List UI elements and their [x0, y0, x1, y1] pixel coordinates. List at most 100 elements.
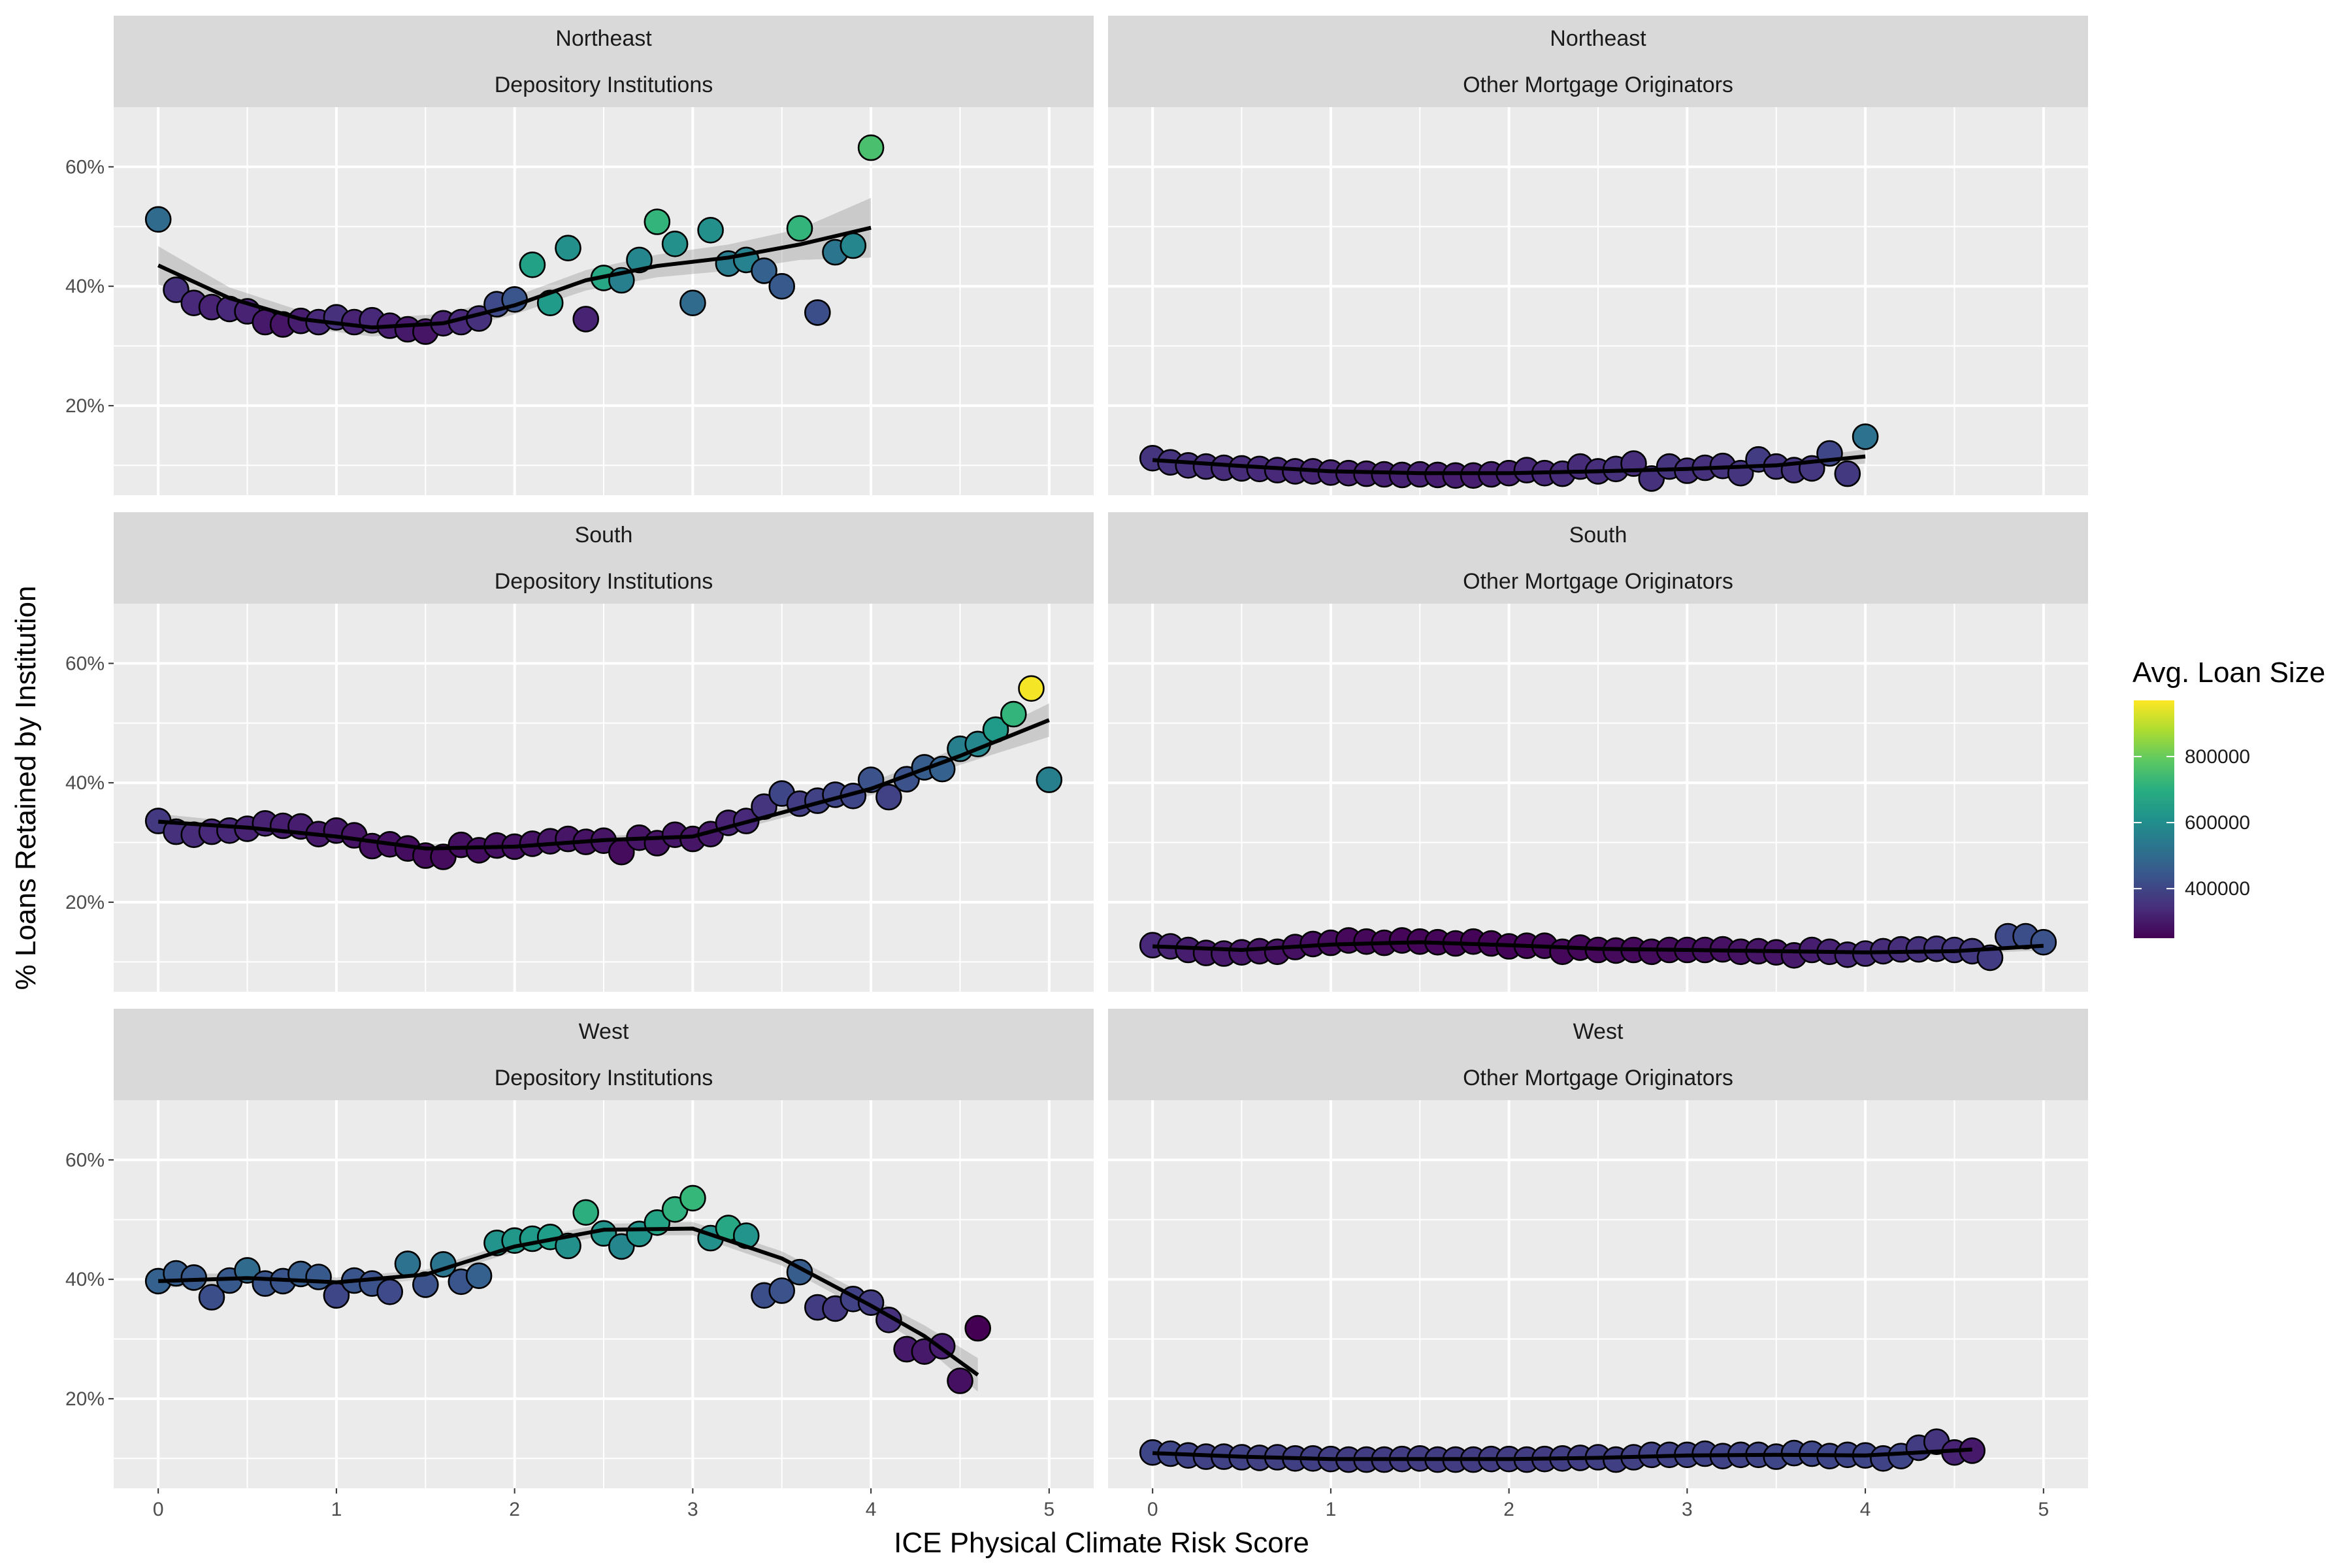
- data-point: [947, 1367, 973, 1394]
- y-axis-title: % Loans Retained by Institution: [10, 586, 42, 990]
- data-point: [626, 246, 653, 274]
- facet-panel-northeast-depository: Northeast Depository Institutions 20% 40% 60…: [65, 16, 1094, 495]
- smooth-fit-line: [1152, 454, 1866, 476]
- facet-panels: Northeast Depository Institutions 20% 40% 60…: [65, 16, 2088, 1520]
- x-tick-label: 2: [509, 1499, 520, 1520]
- strip-region-label: West: [579, 1019, 629, 1044]
- strip-institution-label: Depository Institutions: [495, 569, 713, 594]
- x-tick-label: 5: [1043, 1499, 1054, 1520]
- legend-tick-label: 600000: [2185, 812, 2250, 834]
- data-point: [964, 1315, 991, 1342]
- data-point: [768, 272, 795, 300]
- legend-tick-label: 800000: [2185, 746, 2250, 768]
- legend-tick-label: 400000: [2185, 878, 2250, 900]
- y-tick-label: 20%: [65, 1388, 105, 1410]
- smooth-fit-line: [158, 718, 1050, 851]
- data-point: [572, 1199, 600, 1226]
- facet-panel-south-other: South Other Mortgage Originators: [1108, 512, 2088, 992]
- data-point: [1852, 423, 1879, 450]
- data-point: [857, 134, 885, 161]
- color-legend: Avg. Loan Size 400000 600000 800000: [2132, 657, 2325, 938]
- facet-panel-west-depository: West Depository Institutions 20% 40% 60% 0 1 2 3…: [65, 1009, 1094, 1520]
- smooth-fit-line: [157, 225, 872, 330]
- strip-region-label: Northeast: [1550, 26, 1646, 51]
- y-tick-label: 40%: [65, 276, 105, 297]
- data-point: [519, 251, 546, 278]
- x-tick-label: 4: [1860, 1499, 1871, 1520]
- strip-region-label: West: [1573, 1019, 1624, 1044]
- data-point: [697, 216, 724, 244]
- legend-colorbar: [2134, 700, 2174, 938]
- legend-ticks: 400000 600000 800000: [2134, 746, 2250, 900]
- data-point: [198, 1284, 225, 1311]
- x-tick-label: 4: [866, 1499, 877, 1520]
- facet-panel-northeast-other: Northeast Other Mortgage Originators: [1108, 16, 2088, 495]
- data-point: [875, 783, 902, 811]
- x-tick-label: 1: [1326, 1499, 1337, 1520]
- major-gridlines: [1108, 107, 2088, 495]
- facet-strip: [114, 1009, 1094, 1100]
- major-gridlines: [114, 604, 1094, 992]
- facet-strip: [114, 16, 1094, 107]
- y-tick-label: 60%: [65, 653, 105, 674]
- x-tick-label: 3: [687, 1499, 698, 1520]
- strip-institution-label: Depository Institutions: [495, 73, 713, 97]
- strip-institution-label: Other Mortgage Originators: [1463, 73, 1733, 97]
- x-tick-label: 5: [2038, 1499, 2049, 1520]
- data-point: [751, 257, 777, 284]
- strip-region-label: Northeast: [555, 26, 652, 51]
- data-point: [661, 230, 689, 257]
- data-point: [555, 1232, 581, 1260]
- data-point: [394, 1250, 421, 1277]
- data-point: [180, 1264, 208, 1291]
- data-point: [465, 1262, 493, 1289]
- data-point: [679, 1184, 706, 1212]
- y-tick-label: 20%: [65, 892, 105, 913]
- x-tick-label: 0: [153, 1499, 164, 1520]
- data-point: [1000, 700, 1027, 728]
- facet-strip: [1108, 1009, 2088, 1100]
- data-point: [1018, 675, 1045, 702]
- data-point: [144, 206, 172, 233]
- y-tick-label: 60%: [65, 1149, 105, 1171]
- facet-strip: [1108, 16, 2088, 107]
- smooth-fit-line: [1152, 1447, 1972, 1462]
- facet-strip: [1108, 512, 2088, 604]
- scatter-points: [144, 1184, 991, 1394]
- data-point: [804, 299, 831, 326]
- y-tick-label: 60%: [65, 156, 105, 178]
- facet-panel-west-other: West Other Mortgage Originators 0 1 2 3 4 5: [1108, 1009, 2088, 1520]
- y-tick-label: 40%: [65, 1269, 105, 1290]
- data-point: [786, 215, 813, 242]
- strip-institution-label: Depository Institutions: [495, 1066, 713, 1090]
- data-point: [555, 235, 581, 262]
- data-point: [163, 276, 189, 303]
- data-point: [1834, 460, 1861, 487]
- strip-region-label: South: [575, 523, 633, 547]
- facet-strip: [114, 512, 1094, 604]
- data-point: [376, 1279, 404, 1305]
- data-point: [840, 232, 867, 259]
- y-tick-label: 20%: [65, 395, 105, 417]
- major-gridlines: [1108, 604, 2088, 992]
- minor-gridlines: [1108, 604, 2088, 992]
- x-tick-label: 3: [1682, 1499, 1693, 1520]
- smooth-fit-line: [1152, 940, 2044, 955]
- data-point: [305, 1264, 332, 1290]
- x-tick-label: 2: [1503, 1499, 1514, 1520]
- x-tick-label: 0: [1147, 1499, 1158, 1520]
- major-gridlines: [1108, 1100, 2088, 1488]
- data-point: [412, 1271, 439, 1298]
- smooth-fit-line: [158, 1226, 979, 1377]
- facet-panel-south-depository: South Depository Institutions 20% 40% 60%: [65, 512, 1094, 992]
- data-point: [572, 306, 600, 333]
- strip-region-label: South: [1569, 523, 1627, 547]
- y-tick-label: 40%: [65, 772, 105, 794]
- data-point: [2030, 928, 2057, 956]
- data-point: [1036, 766, 1063, 793]
- minor-gridlines: [114, 107, 1094, 495]
- data-point: [768, 1277, 795, 1304]
- data-point: [644, 208, 671, 235]
- x-axis-title: ICE Physical Climate Risk Score: [894, 1527, 1309, 1559]
